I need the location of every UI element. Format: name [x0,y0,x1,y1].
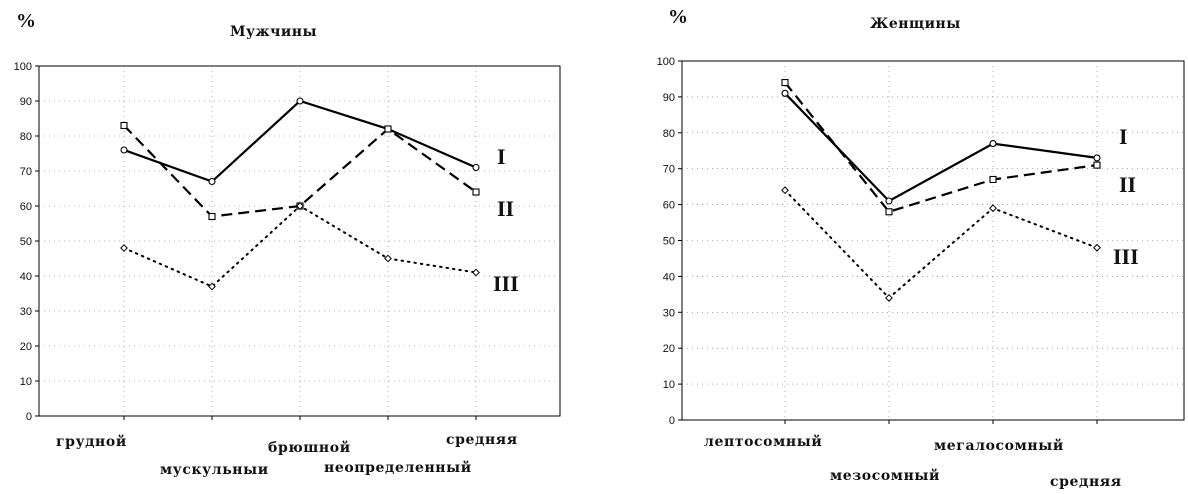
y-tick-label: 20 [663,343,675,355]
y-axis-label: % [668,6,688,28]
data-point-II [885,208,893,216]
category-label: неопределенный [324,460,472,476]
y-tick-label: 80 [663,128,675,140]
data-point-II [120,121,128,130]
data-point-II [1093,161,1101,169]
data-point-I [120,146,128,154]
y-tick-label: 30 [20,306,32,318]
series-label-III: III [1113,244,1139,269]
series-label-III: III [493,271,519,296]
chart-men: % Мужчины 0 10 20 30 40 50 60 70 80 90 100 грудной… [14,10,561,478]
y-tick-label: 0 [26,411,32,423]
category-label: брюшной [268,440,351,456]
y-tick-label: 40 [663,271,675,283]
y-tick-label: 90 [663,92,675,104]
category-label: мегалосомный [934,438,1064,454]
plot-area-men: 0 10 20 30 40 50 60 70 80 90 100 [14,61,561,423]
y-tick-label: 80 [20,131,32,143]
y-tick-label: 70 [20,166,32,178]
data-point-I [885,197,893,205]
series-line-I [784,92,1098,203]
chart-women: % Женщины 0 10 20 30 40 50 60 70 80 90 100 лептосо… [594,0,1188,494]
y-axis-label: % [16,10,36,32]
category-label: средняя [1050,474,1122,490]
data-point-III [885,294,893,302]
data-point-II [472,188,480,196]
data-point-II [989,175,997,184]
data-point-I [472,163,480,172]
series-line-II [784,81,1098,214]
y-tick-label: 100 [14,61,32,73]
y-tick-label: 10 [663,379,675,391]
y-tick-label: 50 [663,236,675,248]
y-tick-label: 90 [20,96,32,108]
data-point-III [120,244,128,252]
y-tick-label: 60 [20,201,32,213]
data-point-II [208,212,216,221]
y-tick-label: 40 [20,271,32,283]
data-point-I [208,177,216,186]
data-point-II [781,78,789,87]
y-tick-label: 20 [20,341,32,353]
data-point-I [1093,154,1101,162]
category-label: мускульныи [160,462,269,478]
category-label: грудной [56,434,127,450]
series-line-III [784,189,1098,300]
y-tick-label: 30 [663,307,675,319]
data-point-III [989,204,997,213]
data-point-III [781,186,789,195]
series-label-I: I [497,144,506,169]
data-point-III [384,254,392,263]
category-label: средняя [446,432,518,448]
category-label: мезосомный [830,468,941,484]
y-tick-label: 50 [20,236,32,248]
data-point-I [781,89,789,97]
y-tick-label: 70 [663,164,675,176]
series-label-II: II [1119,172,1137,197]
data-point-II [384,125,392,133]
series-label-II: II [497,196,515,221]
data-point-III [208,282,216,291]
data-point-I [296,97,304,105]
y-tick-label: 10 [20,376,32,388]
data-point-I [989,140,997,148]
plot-area-women: 0 10 20 30 40 50 60 70 80 90 100 [657,56,1185,427]
data-point-III [1093,243,1101,252]
y-tick-label: 60 [663,200,675,212]
y-tick-label: 0 [669,415,675,427]
series-label-I: I [1119,124,1128,149]
chart-title: Мужчины [230,24,318,40]
chart-title: Женщины [870,16,961,32]
data-point-III [472,268,480,277]
y-tick-label: 100 [657,56,675,68]
category-label: лептосомный [704,434,823,450]
data-point-III [296,202,304,210]
